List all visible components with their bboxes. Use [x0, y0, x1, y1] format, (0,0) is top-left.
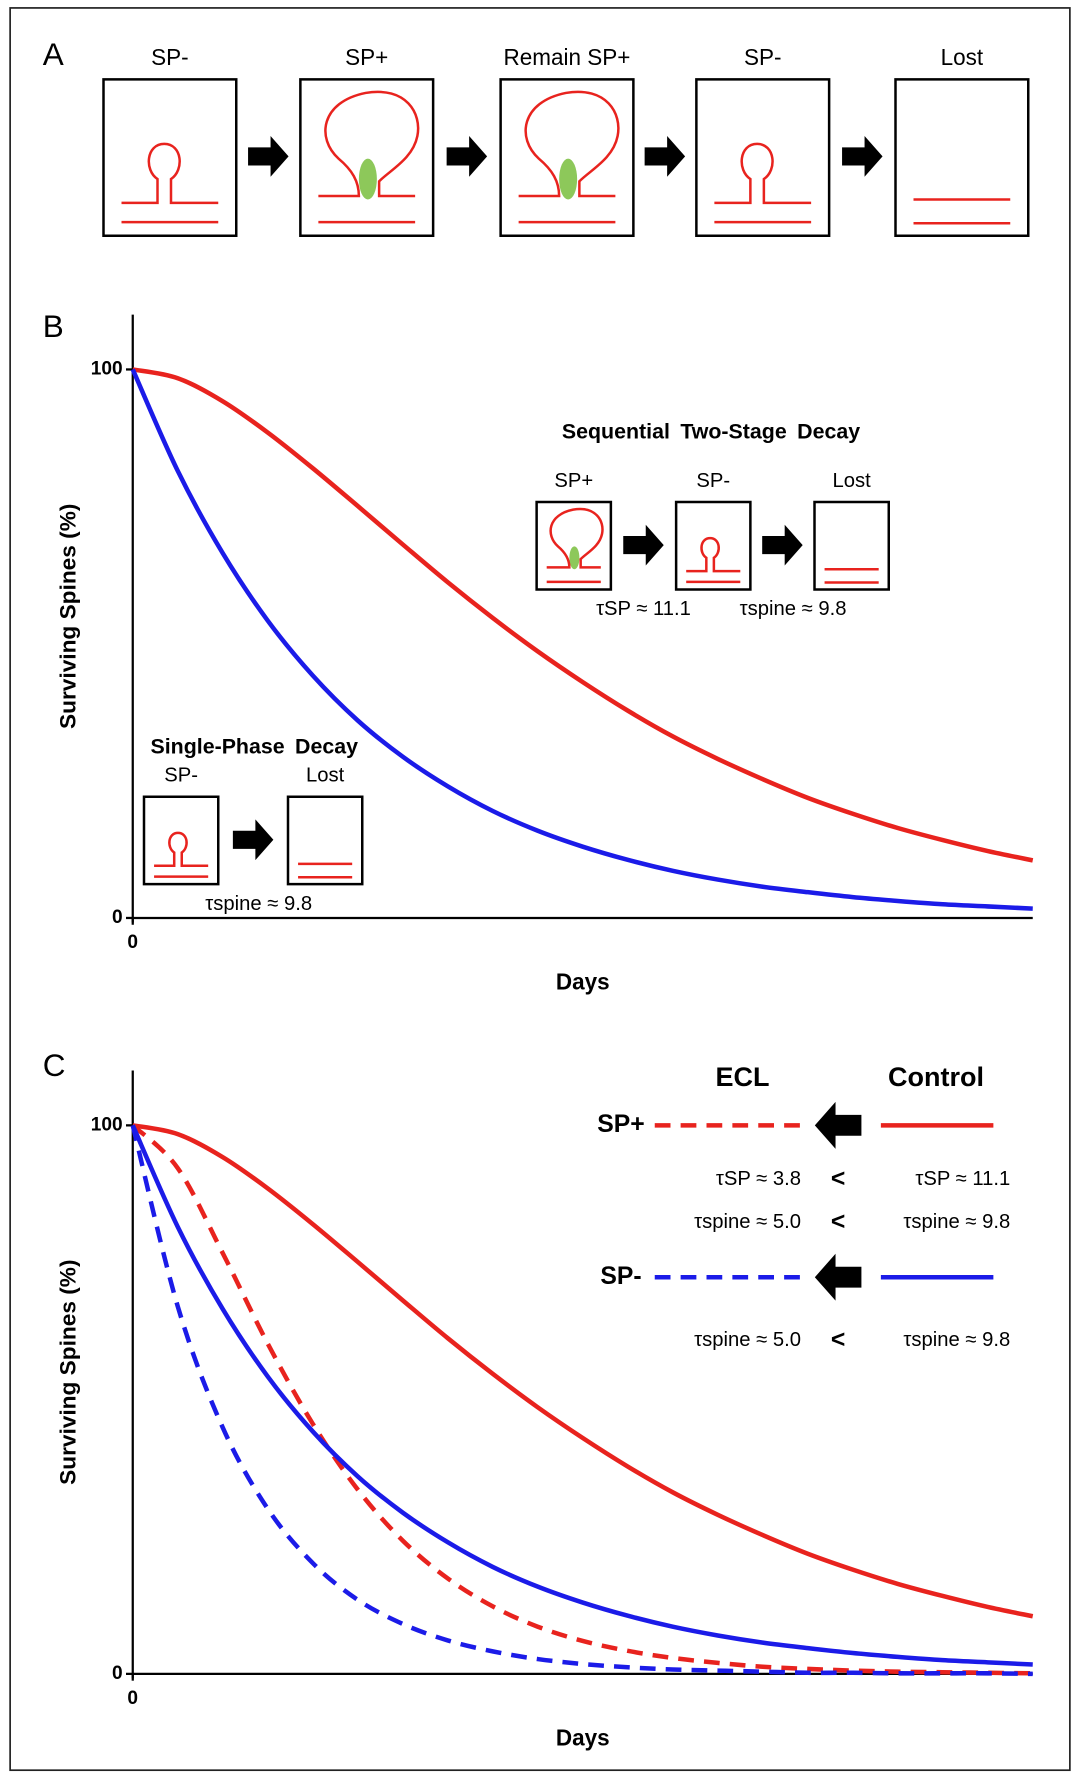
spine-apparatus [569, 546, 580, 570]
figure-frame [9, 7, 1071, 1772]
spine-box [676, 502, 750, 589]
stage-label: SP- [151, 45, 189, 70]
spine-box [288, 797, 362, 884]
spine [547, 509, 603, 567]
box [501, 79, 634, 235]
time-constant: τspine ≈ 9.8 [903, 1329, 1010, 1351]
stage-label: SP- [744, 45, 782, 70]
panel-label: C [43, 1047, 66, 1083]
box [815, 502, 889, 589]
box [896, 79, 1029, 235]
arrow [814, 1253, 862, 1301]
box [288, 797, 362, 884]
stage-label: Remain SP+ [504, 45, 631, 70]
panel-label: A [43, 36, 65, 72]
curve [132, 367, 1034, 863]
comparison-sign: < [831, 1326, 845, 1353]
y-tick-label: 100 [91, 1114, 123, 1135]
y-axis-title: Surviving Spines (%) [56, 1259, 81, 1484]
inset-title: Single-Phase Decay [150, 735, 358, 759]
y-axis-title: Surviving Spines (%) [56, 504, 81, 729]
spine-box [300, 79, 433, 235]
box [696, 79, 829, 235]
stage-label: SP- [696, 470, 730, 492]
legend-row-label: SP- [600, 1263, 641, 1290]
arrow [842, 135, 883, 177]
time-constant: τSP ≈ 11.1 [915, 1168, 1010, 1190]
box [104, 79, 237, 235]
curve [132, 1123, 1034, 1619]
time-constant: τspine ≈ 9.8 [205, 893, 312, 915]
stage-label: Lost [306, 765, 345, 787]
spine [154, 833, 208, 866]
stage-label: SP+ [345, 45, 388, 70]
arrow [814, 1101, 862, 1149]
spine-apparatus [559, 158, 578, 200]
spine [714, 144, 811, 203]
arrow [644, 135, 686, 177]
stage-label: Lost [832, 470, 871, 492]
legend-column: ECL [716, 1061, 770, 1092]
stage-label: SP+ [554, 470, 593, 492]
x-axis-title: Days [556, 1726, 610, 1751]
arrow [762, 524, 803, 566]
panel-label: B [43, 308, 64, 344]
box [144, 797, 218, 884]
stage-label: SP- [164, 765, 198, 787]
legend-column: Control [888, 1061, 984, 1092]
box [537, 502, 611, 589]
curve [130, 1124, 1033, 1677]
y-tick-label: 0 [112, 907, 123, 928]
curve [130, 1124, 1033, 1667]
time-constant: τspine ≈ 9.8 [903, 1211, 1010, 1233]
spine [686, 538, 740, 571]
comparison-sign: < [831, 1208, 845, 1235]
arrow [623, 524, 664, 566]
arrow [232, 819, 274, 861]
box [676, 502, 750, 589]
spine-box [696, 79, 829, 235]
spine-box [896, 79, 1029, 235]
comparison-sign: < [831, 1165, 845, 1192]
spine-box [104, 79, 237, 235]
box [300, 79, 433, 235]
y-tick-label: 100 [91, 358, 123, 379]
spine [519, 92, 619, 196]
curve [131, 1123, 1033, 1676]
time-constant: τSP ≈ 11.1 [596, 598, 691, 620]
legend-row-label: SP+ [597, 1111, 644, 1138]
spine [122, 144, 219, 203]
y-tick-label: 0 [112, 1663, 123, 1684]
stage-label: Lost [941, 45, 984, 70]
spine-box [501, 79, 634, 235]
spine-apparatus [358, 158, 377, 200]
spine-box [144, 797, 218, 884]
x-tick-label: 0 [127, 1688, 138, 1709]
spine [318, 92, 418, 196]
arrow [446, 135, 488, 177]
arrow [248, 135, 289, 177]
time-constant: τspine ≈ 5.0 [694, 1329, 801, 1351]
spine-box [537, 502, 611, 589]
spine-box [815, 502, 889, 589]
time-constant: τspine ≈ 5.0 [694, 1211, 801, 1233]
curve [130, 368, 1033, 911]
x-tick-label: 0 [127, 932, 138, 953]
time-constant: τSP ≈ 3.8 [716, 1168, 801, 1190]
time-constant: τspine ≈ 9.8 [740, 598, 847, 620]
inset-title: Sequential Two-Stage Decay [562, 420, 860, 444]
x-axis-title: Days [556, 970, 610, 995]
